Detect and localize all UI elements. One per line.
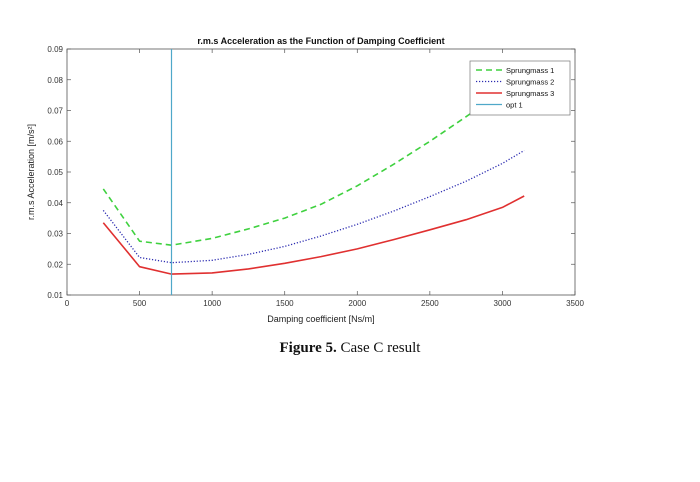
y-tick-label: 0.06 [47,137,63,146]
chart-svg: r.m.s Acceleration as the Function of Da… [26,36,584,324]
x-tick-label: 1500 [276,299,294,308]
chart-title: r.m.s Acceleration as the Function of Da… [197,36,444,46]
figure-caption-text: Case C result [336,340,421,356]
legend-label: opt 1 [506,100,523,109]
x-tick-label: 2500 [421,299,439,308]
figure-label: Figure 5. [279,340,337,356]
x-axis: 0 500 1000 1500 2000 2500 3000 3500 [65,49,584,308]
y-tick-label: 0.09 [47,45,63,54]
legend-label: Sprungmass 2 [506,77,554,86]
x-tick-label: 500 [133,299,147,308]
figure-caption: Figure 5. Case C result [0,340,700,357]
series-line-sprungmass-2 [102,149,525,264]
series-line-sprungmass-1 [102,100,489,246]
y-axis-label: r.m.s Acceleration [m/s²] [26,124,36,220]
y-tick-label: 0.04 [47,199,63,208]
x-tick-label: 3000 [494,299,512,308]
legend-label: Sprungmass 3 [506,89,554,98]
series-layer [102,49,525,295]
x-tick-label: 3500 [566,299,584,308]
y-axis: 0.01 0.02 0.03 0.04 0.05 0.06 0.07 0.08 0.09 [47,45,575,300]
legend: Sprungmass 1 Sprungmass 2 Sprungmass 3 opt … [469,60,571,116]
x-tick-label: 1000 [203,299,221,308]
x-tick-label: 2000 [348,299,366,308]
x-axis-label: Damping coefficient [Ns/m] [267,314,374,324]
x-tick-label: 0 [65,299,70,308]
y-tick-label: 0.07 [47,107,63,116]
y-tick-label: 0.05 [47,168,63,177]
y-tick-label: 0.02 [47,260,63,269]
legend-label: Sprungmass 1 [506,66,554,75]
y-tick-label: 0.01 [47,291,63,300]
y-tick-label: 0.03 [47,230,63,239]
y-tick-label: 0.08 [47,76,63,85]
